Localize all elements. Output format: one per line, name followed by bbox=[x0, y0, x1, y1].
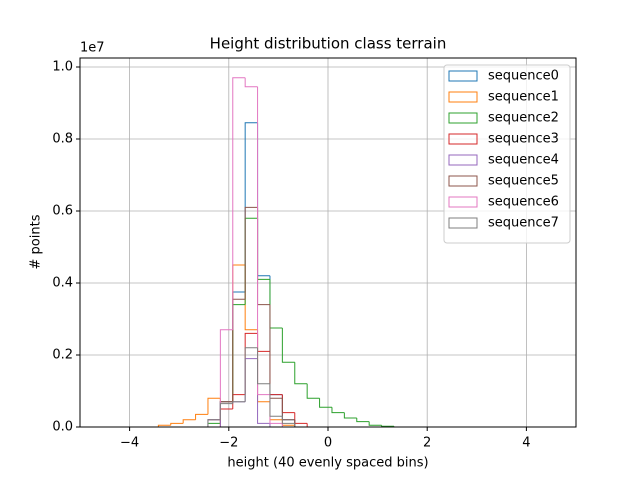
histogram-bin bbox=[244, 77, 258, 88]
histogram-bin bbox=[219, 403, 233, 420]
histogram-bin bbox=[306, 383, 320, 399]
histogram-bin bbox=[343, 412, 357, 419]
histogram-bin bbox=[381, 425, 394, 427]
histogram-bin bbox=[157, 424, 171, 427]
series bbox=[83, 77, 576, 427]
legend-label: sequence7 bbox=[488, 216, 559, 231]
histogram-bin bbox=[306, 423, 320, 427]
legend-frame bbox=[443, 64, 571, 244]
histogram-bin bbox=[269, 423, 283, 427]
legend-swatch bbox=[448, 112, 478, 124]
y-axis-label: # points bbox=[29, 214, 44, 269]
legend-label: sequence3 bbox=[488, 132, 559, 147]
histogram-bin bbox=[319, 398, 332, 408]
histogram-bin bbox=[294, 423, 308, 427]
legend-label: sequence0 bbox=[488, 69, 559, 84]
histogram-bin bbox=[182, 419, 196, 424]
histogram-bin bbox=[331, 407, 345, 414]
series bbox=[83, 347, 576, 427]
y-tick-label: 0.4 bbox=[52, 276, 73, 291]
histogram-bin bbox=[294, 362, 308, 385]
legend-swatch bbox=[448, 133, 478, 145]
y-tick-label: 0.0 bbox=[52, 420, 73, 435]
histogram-bin bbox=[207, 419, 221, 427]
histogram-bin bbox=[207, 397, 221, 415]
legend-label: sequence5 bbox=[488, 174, 559, 189]
histogram-bin bbox=[219, 329, 233, 420]
histogram-bin bbox=[281, 416, 295, 424]
plot-area bbox=[83, 77, 576, 427]
x-tick-label: 0 bbox=[324, 436, 332, 451]
legend-label: sequence4 bbox=[488, 153, 559, 168]
histogram-bin bbox=[232, 77, 246, 330]
y-tick-label: 0.8 bbox=[52, 132, 73, 147]
legend-swatch bbox=[448, 196, 478, 208]
histogram-bin bbox=[257, 347, 270, 385]
histogram-bin bbox=[281, 423, 295, 427]
legend-swatch bbox=[448, 91, 478, 103]
y-tick-label: 0.2 bbox=[52, 348, 73, 363]
x-axis-label: height (40 evenly spaced bins) bbox=[227, 456, 428, 471]
histogram-bin bbox=[294, 419, 308, 427]
histogram-bin bbox=[257, 86, 270, 396]
histogram-bin bbox=[232, 401, 246, 404]
histogram-bin bbox=[269, 383, 283, 417]
histogram-bin bbox=[368, 421, 382, 426]
legend: sequence0 sequence1 sequence2 sequence3 sequ… bbox=[443, 64, 571, 244]
legend-label: sequence2 bbox=[488, 111, 559, 126]
histogram-bin bbox=[170, 422, 184, 426]
y-offset-label: 1e7 bbox=[80, 41, 105, 56]
legend-label: sequence1 bbox=[488, 90, 559, 105]
histogram-bin bbox=[244, 347, 258, 402]
x-tick-label: 2 bbox=[423, 436, 431, 451]
y-tick-label: 0.6 bbox=[52, 204, 73, 219]
x-tick-label: 4 bbox=[522, 436, 530, 451]
legend-swatch bbox=[448, 70, 478, 82]
x-tick-label: −2 bbox=[219, 436, 238, 451]
histogram-bin bbox=[356, 418, 370, 423]
legend-swatch bbox=[448, 154, 478, 166]
chart-title: Height distribution class terrain bbox=[210, 35, 447, 53]
legend-swatch bbox=[448, 217, 478, 229]
legend-swatch bbox=[448, 175, 478, 187]
histogram-bin bbox=[281, 328, 295, 363]
histogram-bin bbox=[244, 206, 258, 300]
histogram-bin bbox=[195, 413, 208, 420]
legend-label: sequence6 bbox=[488, 195, 559, 210]
x-tick-label: −4 bbox=[120, 436, 139, 451]
y-tick-label: 1.0 bbox=[52, 60, 73, 75]
